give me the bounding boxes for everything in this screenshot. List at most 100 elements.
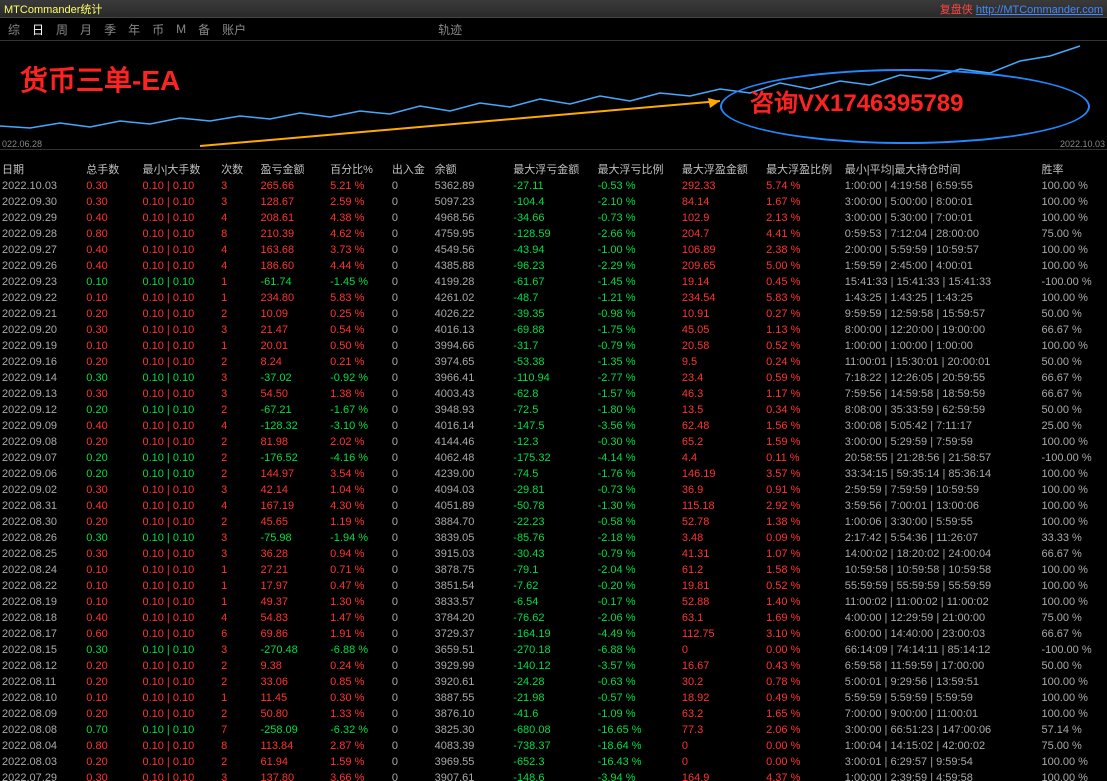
col-header[interactable]: 出入金 xyxy=(390,162,433,178)
cell: 0.30 xyxy=(84,482,140,498)
cell: 9.38 xyxy=(258,658,328,674)
cell: 3884.70 xyxy=(433,514,512,530)
cell: 20.01 xyxy=(258,338,328,354)
table-row[interactable]: 2022.08.150.300.10 | 0.103-270.48-6.88 %… xyxy=(0,642,1107,658)
table-row[interactable]: 2022.08.080.700.10 | 0.107-258.09-6.32 %… xyxy=(0,722,1107,738)
cell: 77.3 xyxy=(680,722,764,738)
table-row[interactable]: 2022.08.250.300.10 | 0.10336.280.94 %039… xyxy=(0,546,1107,562)
table-row[interactable]: 2022.07.290.300.10 | 0.103137.803.66 %03… xyxy=(0,770,1107,781)
table-row[interactable]: 2022.09.220.100.10 | 0.101234.805.83 %04… xyxy=(0,290,1107,306)
cell: 0 xyxy=(390,258,433,274)
cell: 2022.09.02 xyxy=(0,482,84,498)
tab-3[interactable]: 月 xyxy=(80,21,92,38)
table-row[interactable]: 2022.08.100.100.10 | 0.10111.450.30 %038… xyxy=(0,690,1107,706)
cell: 1:00:04 | 14:15:02 | 42:00:02 xyxy=(843,738,1040,754)
col-header[interactable]: 盈亏金额 xyxy=(258,162,328,178)
tab-2[interactable]: 周 xyxy=(56,21,68,38)
table-row[interactable]: 2022.09.260.400.10 | 0.104186.604.44 %04… xyxy=(0,258,1107,274)
cell: 0.30 xyxy=(84,178,140,194)
cell: -175.32 xyxy=(511,450,595,466)
trail-tab[interactable]: 轨迹 xyxy=(438,21,462,38)
tab-8[interactable]: 备 xyxy=(198,21,210,38)
table-row[interactable]: 2022.10.030.300.10 | 0.103265.665.21 %05… xyxy=(0,178,1107,194)
cell: 11:00:01 | 15:30:01 | 20:00:01 xyxy=(843,354,1040,370)
cell: 4759.95 xyxy=(433,226,512,242)
cell: 208.61 xyxy=(258,210,328,226)
col-header[interactable]: 次数 xyxy=(219,162,258,178)
col-header[interactable]: 总手数 xyxy=(84,162,140,178)
cell: 0 xyxy=(390,402,433,418)
cell: 0.40 xyxy=(84,498,140,514)
cell: 1.65 % xyxy=(764,706,843,722)
table-row[interactable]: 2022.08.110.200.10 | 0.10233.060.85 %039… xyxy=(0,674,1107,690)
table-row[interactable]: 2022.09.160.200.10 | 0.1028.240.21 %0397… xyxy=(0,354,1107,370)
table-row[interactable]: 2022.09.190.100.10 | 0.10120.010.50 %039… xyxy=(0,338,1107,354)
col-header[interactable]: 最大浮盈比例 xyxy=(764,162,843,178)
col-header[interactable]: 余额 xyxy=(433,162,512,178)
table-row[interactable]: 2022.09.140.300.10 | 0.103-37.02-0.92 %0… xyxy=(0,370,1107,386)
tab-9[interactable]: 账户 xyxy=(222,21,246,38)
cell: 5:59:59 | 5:59:59 | 5:59:59 xyxy=(843,690,1040,706)
cell: -1.80 % xyxy=(596,402,680,418)
col-header[interactable]: 最小|平均|最大持仓时间 xyxy=(843,162,1040,178)
tab-7[interactable]: M xyxy=(176,22,186,36)
table-row[interactable]: 2022.09.080.200.10 | 0.10281.982.02 %041… xyxy=(0,434,1107,450)
cell: -0.98 % xyxy=(596,306,680,322)
cell: 2022.09.08 xyxy=(0,434,84,450)
cell: -6.88 % xyxy=(328,642,390,658)
table-row[interactable]: 2022.09.070.200.10 | 0.102-176.52-4.16 %… xyxy=(0,450,1107,466)
table-row[interactable]: 2022.09.200.300.10 | 0.10321.470.54 %040… xyxy=(0,322,1107,338)
table-row[interactable]: 2022.09.210.200.10 | 0.10210.090.25 %040… xyxy=(0,306,1107,322)
cell: -18.64 % xyxy=(596,738,680,754)
table-row[interactable]: 2022.09.270.400.10 | 0.104163.683.73 %04… xyxy=(0,242,1107,258)
table-row[interactable]: 2022.08.310.400.10 | 0.104167.194.30 %04… xyxy=(0,498,1107,514)
chart-date-left: 022.06.28 xyxy=(2,139,42,149)
col-header[interactable]: 胜率 xyxy=(1039,162,1107,178)
cell: -1.57 % xyxy=(596,386,680,402)
cell: -6.54 xyxy=(511,594,595,610)
cell: 66.67 % xyxy=(1039,546,1107,562)
table-row[interactable]: 2022.08.090.200.10 | 0.10250.801.33 %038… xyxy=(0,706,1107,722)
footer-url[interactable]: http://MTCommander.com xyxy=(976,4,1103,16)
col-header[interactable]: 最大浮盈金额 xyxy=(680,162,764,178)
table-row[interactable]: 2022.09.280.800.10 | 0.108210.394.62 %04… xyxy=(0,226,1107,242)
cell: 3825.30 xyxy=(433,722,512,738)
cell: 0.30 xyxy=(84,386,140,402)
tab-1[interactable]: 日 xyxy=(32,21,44,38)
table-row[interactable]: 2022.09.060.200.10 | 0.102144.973.54 %04… xyxy=(0,466,1107,482)
table-row[interactable]: 2022.09.300.300.10 | 0.103128.672.59 %05… xyxy=(0,194,1107,210)
table-row[interactable]: 2022.08.040.800.10 | 0.108113.842.87 %04… xyxy=(0,738,1107,754)
tab-4[interactable]: 季 xyxy=(104,21,116,38)
cell: -62.8 xyxy=(511,386,595,402)
table-row[interactable]: 2022.09.120.200.10 | 0.102-67.21-1.67 %0… xyxy=(0,402,1107,418)
table-row[interactable]: 2022.08.030.200.10 | 0.10261.941.59 %039… xyxy=(0,754,1107,770)
table-row[interactable]: 2022.08.220.100.10 | 0.10117.970.47 %038… xyxy=(0,578,1107,594)
tab-5[interactable]: 年 xyxy=(128,21,140,38)
table-row[interactable]: 2022.09.020.300.10 | 0.10342.141.04 %040… xyxy=(0,482,1107,498)
table-row[interactable]: 2022.09.130.300.10 | 0.10354.501.38 %040… xyxy=(0,386,1107,402)
table-row[interactable]: 2022.08.180.400.10 | 0.10454.831.47 %037… xyxy=(0,610,1107,626)
tab-0[interactable]: 综 xyxy=(8,21,20,38)
col-header[interactable]: 日期 xyxy=(0,162,84,178)
table-row[interactable]: 2022.09.090.400.10 | 0.104-128.32-3.10 %… xyxy=(0,418,1107,434)
table-row[interactable]: 2022.08.170.600.10 | 0.10669.861.91 %037… xyxy=(0,626,1107,642)
table-row[interactable]: 2022.08.240.100.10 | 0.10127.210.71 %038… xyxy=(0,562,1107,578)
table-row[interactable]: 2022.08.260.300.10 | 0.103-75.98-1.94 %0… xyxy=(0,530,1107,546)
table-row[interactable]: 2022.09.230.100.10 | 0.101-61.74-1.45 %0… xyxy=(0,274,1107,290)
table-row[interactable]: 2022.08.190.100.10 | 0.10149.371.30 %038… xyxy=(0,594,1107,610)
col-header[interactable]: 百分比% xyxy=(328,162,390,178)
table-row[interactable]: 2022.08.120.200.10 | 0.1029.380.24 %0392… xyxy=(0,658,1107,674)
cell: 0 xyxy=(390,338,433,354)
tab-6[interactable]: 币 xyxy=(152,21,164,38)
cell: 100.00 % xyxy=(1039,242,1107,258)
col-header[interactable]: 最小|大手数 xyxy=(140,162,219,178)
table-row[interactable]: 2022.08.300.200.10 | 0.10245.651.19 %038… xyxy=(0,514,1107,530)
cell: 3 xyxy=(219,370,258,386)
col-header[interactable]: 最大浮亏比例 xyxy=(596,162,680,178)
col-header[interactable]: 最大浮亏金额 xyxy=(511,162,595,178)
cell: -3.57 % xyxy=(596,658,680,674)
cell: 0.10 xyxy=(84,562,140,578)
cell: 100.00 % xyxy=(1039,434,1107,450)
table-row[interactable]: 2022.09.290.400.10 | 0.104208.614.38 %04… xyxy=(0,210,1107,226)
cell: 4094.03 xyxy=(433,482,512,498)
